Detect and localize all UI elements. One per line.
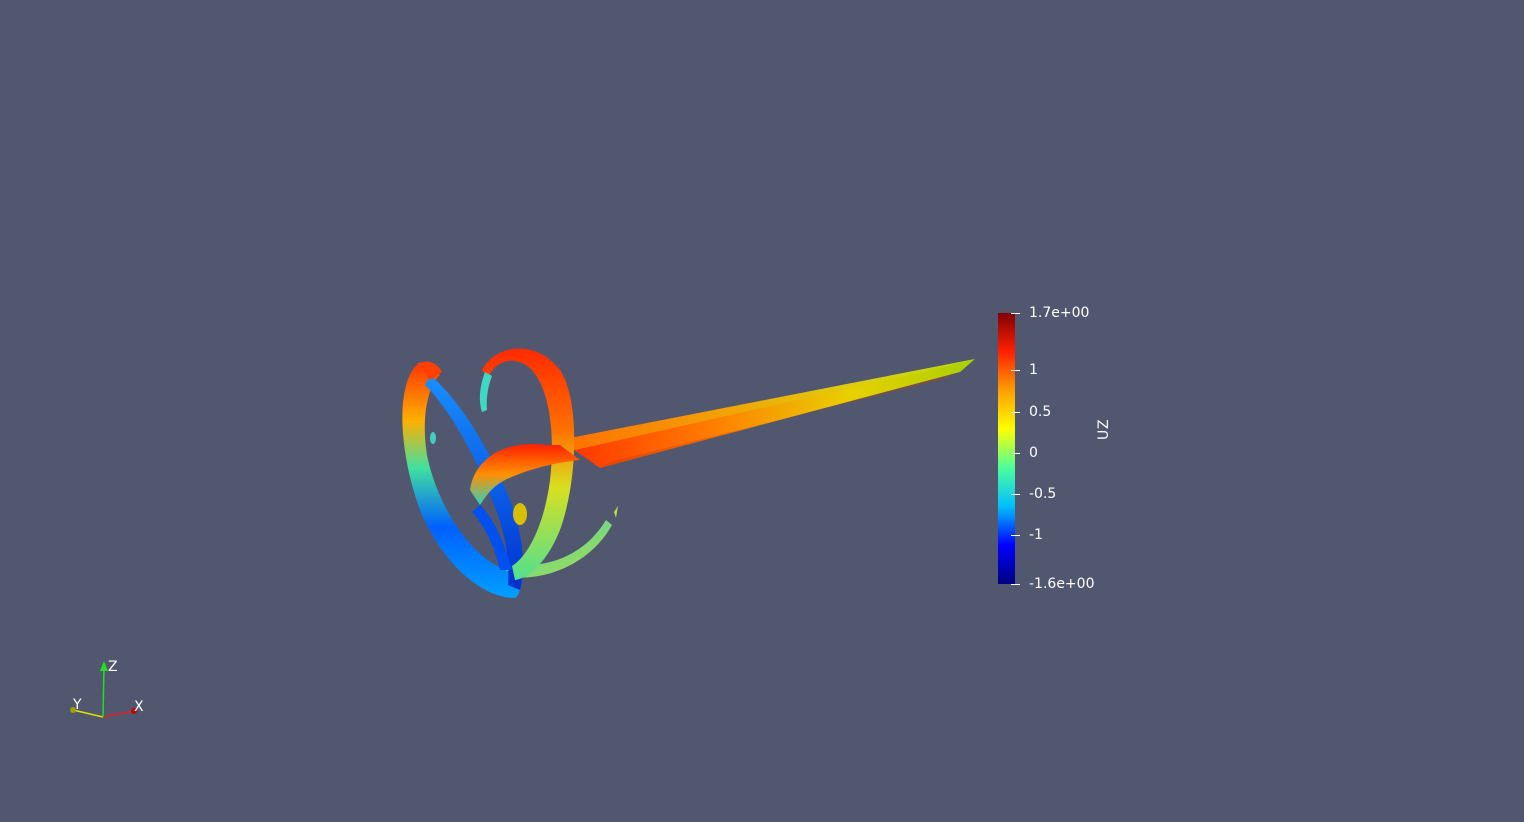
colorbar-tick [1011,452,1020,454]
small-isosurface-blob [513,503,527,525]
y-axis-tip [70,707,76,713]
colorbar-ramp [998,313,1015,584]
colorbar-tick-label: 0.5 [1029,403,1052,420]
vortex-core [470,444,580,570]
colorbar-tick-label: 1 [1029,362,1038,379]
scalar-colorbar: 1.7e+00 1 0.5 0 -0.5 -1 -1.6e+00 [998,305,1094,592]
colorbar-title: UZ [1096,418,1112,440]
colorbar-tick-label: -0.5 [1029,485,1057,502]
colorbar-tick [1011,534,1020,536]
z-axis-line [102,664,105,718]
x-axis-label: X [134,699,144,715]
colorbar-tick [1011,493,1020,495]
colorbar-tick [1011,370,1020,372]
x-axis-line [102,710,135,718]
axes-triad [70,661,137,718]
colorbar-tick-label: -1 [1029,526,1043,543]
colorbar-tick-label: 0 [1029,444,1038,461]
colorbar-tick [1011,584,1020,585]
x-axis-tip [131,708,137,714]
orientation-axes: Z Y X [60,655,160,729]
z-axis-label: Z [108,659,118,675]
y-axis-label: Y [73,697,82,713]
colorbar-tick [1011,411,1020,413]
small-isosurface-fragment [430,432,436,444]
tail-tube [560,359,975,468]
y-axis-line [72,709,104,718]
colorbar-tick-label: 1.7e+00 [1029,305,1090,321]
colorbar-tick [1011,313,1020,314]
right-vortex-ring [479,348,575,580]
z-axis-tip [100,661,108,671]
colorbar-tick-label: -1.6e+00 [1029,576,1095,592]
